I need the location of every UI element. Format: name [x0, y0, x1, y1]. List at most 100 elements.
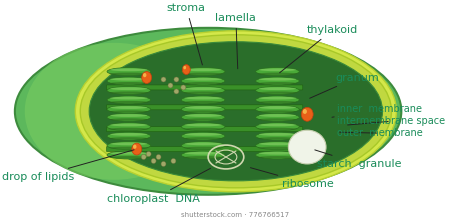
Ellipse shape	[171, 159, 176, 163]
Ellipse shape	[255, 96, 299, 104]
Ellipse shape	[182, 77, 225, 85]
Ellipse shape	[109, 110, 148, 113]
Ellipse shape	[259, 142, 296, 145]
Ellipse shape	[288, 130, 326, 164]
Ellipse shape	[183, 110, 223, 113]
Ellipse shape	[255, 132, 299, 140]
Ellipse shape	[183, 92, 223, 94]
Ellipse shape	[110, 87, 147, 90]
Text: ribosome: ribosome	[250, 168, 334, 189]
Ellipse shape	[110, 78, 147, 81]
Text: chloroplast  DNA: chloroplast DNA	[107, 168, 210, 204]
Text: shutterstock.com · 776766517: shutterstock.com · 776766517	[181, 212, 289, 218]
Ellipse shape	[184, 133, 222, 136]
Ellipse shape	[301, 107, 313, 121]
Ellipse shape	[133, 145, 137, 149]
FancyBboxPatch shape	[107, 105, 303, 110]
Ellipse shape	[259, 106, 296, 109]
Ellipse shape	[161, 77, 166, 82]
Text: intermembrane space: intermembrane space	[337, 116, 445, 126]
Ellipse shape	[182, 132, 225, 140]
Ellipse shape	[107, 68, 151, 76]
Ellipse shape	[110, 152, 147, 155]
Ellipse shape	[110, 142, 147, 145]
Ellipse shape	[110, 133, 147, 136]
Ellipse shape	[184, 87, 222, 90]
Ellipse shape	[183, 137, 223, 140]
Ellipse shape	[255, 68, 299, 76]
Ellipse shape	[181, 85, 186, 90]
Ellipse shape	[109, 137, 148, 140]
Ellipse shape	[183, 72, 223, 75]
FancyBboxPatch shape	[107, 147, 303, 152]
FancyBboxPatch shape	[107, 85, 303, 90]
Ellipse shape	[259, 97, 296, 99]
Ellipse shape	[107, 132, 151, 140]
Ellipse shape	[110, 114, 147, 117]
Ellipse shape	[107, 123, 151, 131]
Text: drop of lipids: drop of lipids	[2, 150, 134, 182]
Ellipse shape	[259, 114, 296, 117]
Ellipse shape	[109, 101, 148, 103]
Ellipse shape	[182, 96, 225, 104]
Ellipse shape	[151, 159, 156, 163]
Ellipse shape	[110, 68, 147, 71]
Ellipse shape	[258, 156, 297, 158]
Ellipse shape	[184, 78, 222, 81]
Ellipse shape	[259, 124, 296, 126]
Ellipse shape	[183, 101, 223, 103]
Ellipse shape	[184, 68, 222, 71]
Ellipse shape	[184, 124, 222, 126]
Ellipse shape	[183, 128, 223, 130]
Ellipse shape	[110, 97, 147, 99]
Ellipse shape	[259, 133, 296, 136]
Text: granum: granum	[310, 72, 379, 98]
Ellipse shape	[255, 142, 299, 150]
Ellipse shape	[183, 118, 223, 121]
Ellipse shape	[107, 113, 151, 121]
Ellipse shape	[255, 87, 299, 94]
Ellipse shape	[107, 96, 151, 104]
Ellipse shape	[258, 82, 297, 84]
Ellipse shape	[255, 113, 299, 121]
Ellipse shape	[258, 137, 297, 140]
Ellipse shape	[255, 151, 299, 159]
Ellipse shape	[142, 72, 152, 83]
Ellipse shape	[156, 155, 161, 159]
Text: thylakoid: thylakoid	[280, 25, 358, 73]
Ellipse shape	[184, 97, 222, 99]
Ellipse shape	[259, 152, 296, 155]
Ellipse shape	[161, 161, 166, 166]
Ellipse shape	[109, 128, 148, 130]
Ellipse shape	[182, 87, 225, 94]
Ellipse shape	[89, 42, 383, 181]
Text: starch  granule: starch granule	[315, 150, 401, 169]
Ellipse shape	[258, 147, 297, 149]
Ellipse shape	[182, 151, 225, 159]
Ellipse shape	[258, 92, 297, 94]
Ellipse shape	[255, 77, 299, 85]
Ellipse shape	[80, 35, 392, 188]
Ellipse shape	[109, 72, 148, 75]
Ellipse shape	[109, 156, 148, 158]
Ellipse shape	[107, 105, 151, 113]
Ellipse shape	[255, 105, 299, 113]
Text: inner  membrane: inner membrane	[332, 104, 422, 117]
Text: outer  membrane: outer membrane	[337, 128, 423, 138]
Ellipse shape	[109, 118, 148, 121]
Ellipse shape	[184, 106, 222, 109]
Ellipse shape	[255, 123, 299, 131]
Ellipse shape	[75, 31, 396, 192]
Ellipse shape	[132, 143, 142, 155]
Ellipse shape	[258, 72, 297, 75]
Ellipse shape	[15, 28, 401, 195]
Ellipse shape	[182, 68, 225, 76]
Ellipse shape	[109, 92, 148, 94]
Ellipse shape	[146, 152, 151, 157]
Ellipse shape	[25, 43, 203, 180]
Ellipse shape	[168, 83, 173, 88]
Ellipse shape	[182, 113, 225, 121]
Ellipse shape	[141, 155, 146, 159]
Text: stroma: stroma	[167, 3, 206, 65]
Ellipse shape	[107, 87, 151, 94]
